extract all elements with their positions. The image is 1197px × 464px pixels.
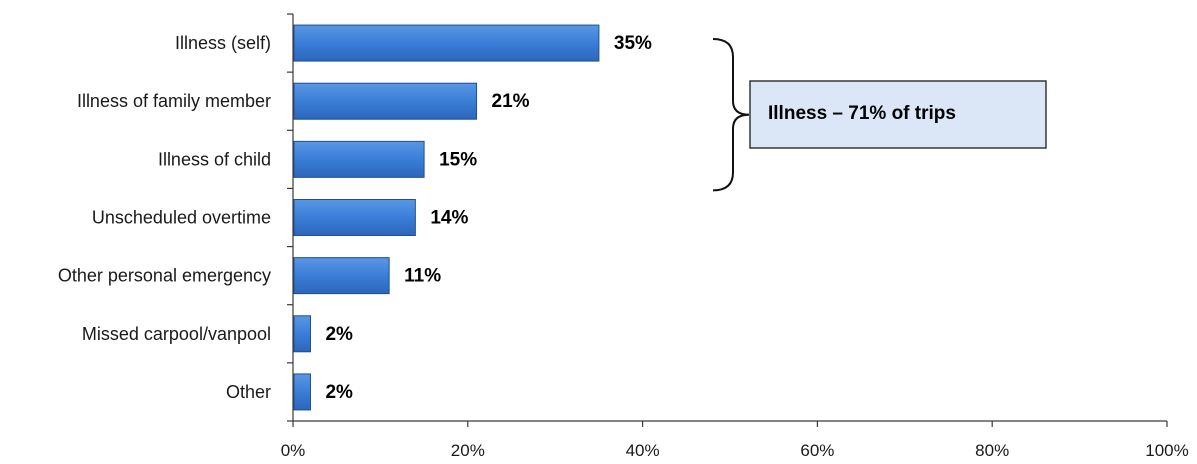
x-tick-label-80: 80% <box>975 441 1009 460</box>
value-label-missed-carpool-vanpool: 2% <box>325 324 353 345</box>
category-label-other: Other <box>226 382 271 402</box>
curly-brace <box>712 38 750 192</box>
labels-group: Illness (self) 35% Illness of family membe… <box>58 33 652 403</box>
value-label-illness-of-child: 15% <box>439 149 477 170</box>
value-label-unscheduled-overtime: 14% <box>430 208 468 229</box>
bar-other <box>293 373 311 411</box>
x-tick-label-100: 100% <box>1145 441 1188 460</box>
category-label-illness-of-family-member: Illness of family member <box>77 91 271 111</box>
value-label-illness-self: 35% <box>614 33 652 54</box>
bar-illness-of-family-member <box>293 82 478 120</box>
annotation-group: Illness – 71% of trips <box>712 38 1047 192</box>
axes-group: 0% 20% 40% 60% 80% 100% <box>281 13 1189 460</box>
x-tick-label-20: 20% <box>451 441 485 460</box>
bar-illness-of-child <box>293 140 425 178</box>
value-label-other-personal-emergency: 11% <box>404 266 441 287</box>
category-label-other-personal-emergency: Other personal emergency <box>58 266 271 286</box>
value-label-illness-of-family-member: 21% <box>492 91 530 112</box>
bars-group <box>293 24 600 411</box>
bar-other-personal-emergency <box>293 257 390 295</box>
annotation-text: Illness – 71% of trips <box>768 103 956 124</box>
category-label-unscheduled-overtime: Unscheduled overtime <box>92 208 271 228</box>
bar-unscheduled-overtime <box>293 199 416 236</box>
bar-missed-carpool-vanpool <box>293 315 311 353</box>
category-label-illness-self: Illness (self) <box>175 33 271 53</box>
bar-illness-self <box>293 24 600 62</box>
value-label-other: 2% <box>325 382 353 403</box>
annotation-box <box>749 80 1047 149</box>
category-label-missed-carpool-vanpool: Missed carpool/vanpool <box>82 324 271 344</box>
x-tick-label-60: 60% <box>800 441 834 460</box>
x-tick-label-0: 0% <box>281 441 306 460</box>
category-label-illness-of-child: Illness of child <box>158 149 271 169</box>
x-tick-label-40: 40% <box>626 441 660 460</box>
